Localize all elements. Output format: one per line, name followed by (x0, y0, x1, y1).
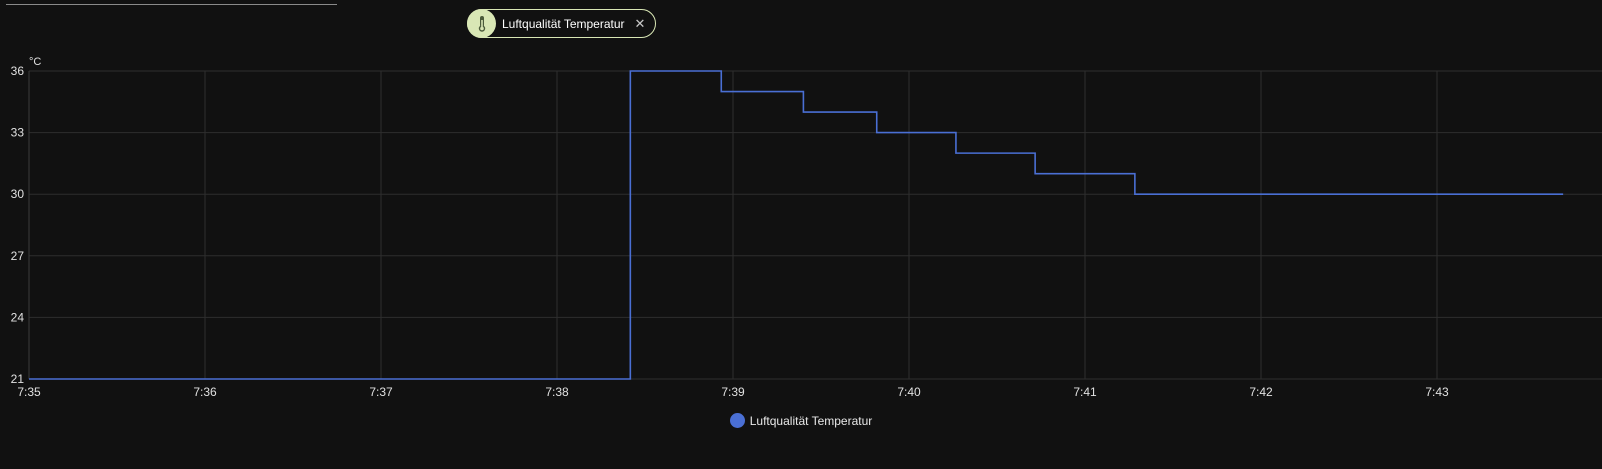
legend-item[interactable]: Luftqualität Temperatur (729, 413, 873, 428)
chart-legend: Luftqualität Temperatur (0, 413, 1602, 428)
x-tick-label: 7:39 (721, 385, 745, 399)
y-tick-label: 30 (11, 187, 25, 201)
x-tick-label: 7:37 (369, 385, 393, 399)
y-tick-label: 33 (11, 126, 25, 140)
series-line-luftqualitaet-temperatur (29, 70, 1564, 380)
x-tick-label: 7:43 (1425, 385, 1449, 399)
y-tick-label: 36 (11, 64, 25, 78)
chart-axes: 21 24 27 30 33 36 7:35 7:36 7:37 7:38 7:39 7:40 7:41… (11, 56, 1449, 399)
y-tick-label: 24 (11, 310, 25, 324)
thermometer-icon (467, 9, 496, 38)
x-tick-label: 7:38 (545, 385, 569, 399)
chart-series (29, 70, 1564, 380)
x-tick-label: 7:35 (17, 385, 41, 399)
y-tick-label: 27 (11, 249, 25, 263)
entity-filter-chip[interactable]: Luftqualität Temperatur ✕ (467, 9, 657, 38)
legend-swatch (729, 413, 745, 428)
x-tick-label: 7:36 (193, 385, 217, 399)
x-tick-label: 7:40 (897, 385, 921, 399)
y-tick-label: 21 (11, 372, 25, 386)
x-tick-label: 7:42 (1249, 385, 1273, 399)
chart-grid (28, 70, 1602, 380)
temperature-history-chart: 21 24 27 30 33 36 7:35 7:36 7:37 7:38 7:39 7:40 7:41… (11, 56, 1602, 399)
y-axis-unit: °C (29, 56, 41, 68)
close-icon[interactable]: ✕ (634, 16, 646, 31)
x-tick-label: 7:41 (1073, 385, 1097, 399)
entity-chip-label: Luftqualität Temperatur (502, 16, 625, 31)
top-divider (6, 4, 337, 5)
legend-label: Luftqualität Temperatur (749, 413, 873, 428)
